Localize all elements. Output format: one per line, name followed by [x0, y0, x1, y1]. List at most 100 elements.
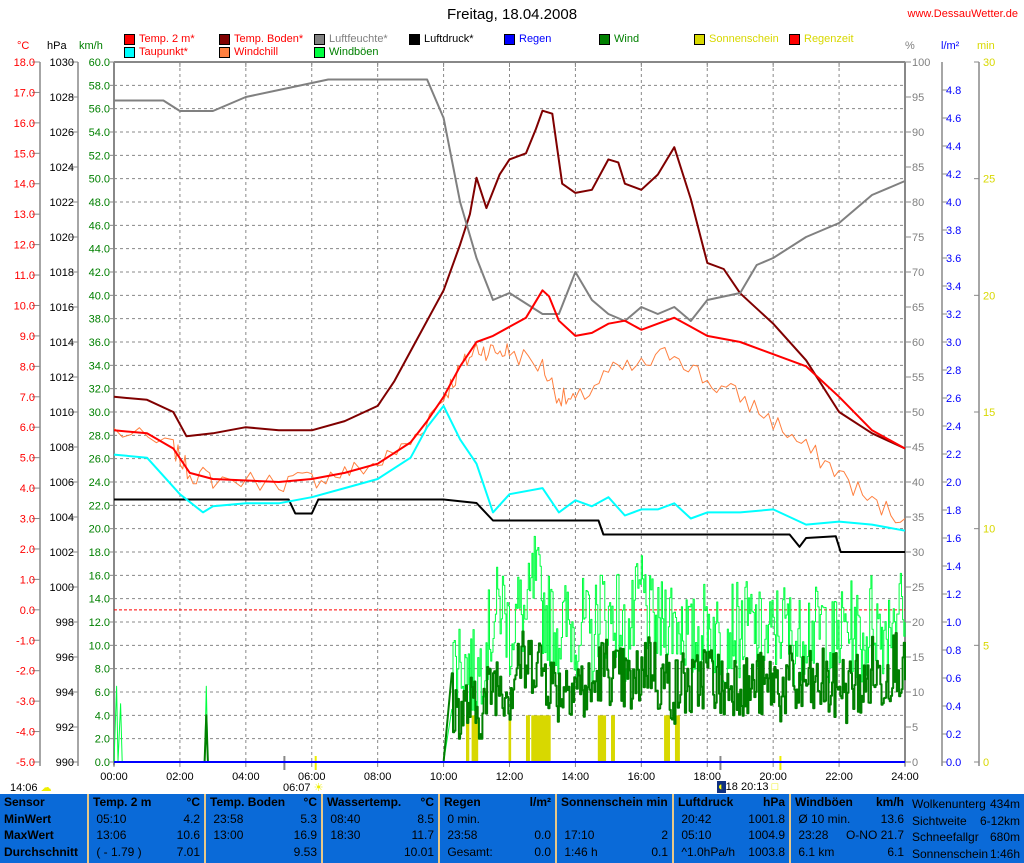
- legend-item[interactable]: Regen: [504, 33, 551, 45]
- y-tick-label-wind: 22.0: [89, 500, 110, 512]
- cell-value: 0.0: [534, 828, 551, 843]
- y-tick-label-rain: 2.8: [946, 365, 961, 377]
- sunshine-bar: [471, 715, 479, 762]
- y-tick-label-humidity: 30: [912, 547, 924, 559]
- y-tick-label-pressure: 1024: [50, 162, 74, 174]
- y-tick-label-temp: 7.0: [20, 392, 35, 404]
- legend-swatch: [124, 33, 135, 45]
- axis-unit-rain: l/m²: [941, 40, 960, 52]
- cell-label: Wassertemp.: [327, 795, 402, 810]
- cell-value: °C: [186, 795, 200, 810]
- sunshine-bar: [508, 715, 512, 762]
- stats-header: Sensor: [4, 795, 45, 810]
- y-tick-label-rain: 3.2: [946, 309, 961, 321]
- legend-item[interactable]: Luftfeuchte*: [314, 33, 388, 45]
- y-tick-label-pressure: 1016: [50, 302, 74, 314]
- y-tick-label-temp: -3.0: [16, 696, 35, 708]
- cell-label: ( - 1.79 ): [93, 844, 142, 859]
- cell-value: 6.1: [887, 844, 904, 859]
- legend-item[interactable]: Taupunkt*: [124, 46, 188, 58]
- stats-column: Windböen km/h Ø 10 min. 13.6 23:28 O-NO 21.…: [791, 794, 908, 863]
- moon-icon: ◐: [717, 781, 726, 793]
- stats-row: 05:10 4.2: [93, 811, 200, 828]
- cell-value: hPa: [762, 795, 785, 810]
- stats-row: 23:58 5.3: [210, 811, 317, 828]
- y-tick-label-wind: 58.0: [89, 80, 110, 92]
- y-tick-label-pressure: 990: [56, 757, 74, 769]
- cell-label: 1:46 h: [561, 844, 598, 859]
- site-link[interactable]: www.DessauWetter.de: [907, 8, 1018, 20]
- stats-row: 23:28 O-NO 21.7: [795, 827, 904, 844]
- x-tick-label: 06:00: [298, 771, 326, 783]
- y-tick-label-pressure: 996: [56, 652, 74, 664]
- legend-item[interactable]: Luftdruck*: [409, 33, 474, 45]
- legend-swatch: [789, 33, 800, 45]
- stats-row: [561, 811, 668, 828]
- cell-value: 6-12km: [979, 813, 1020, 828]
- cell-value: 4.2: [183, 811, 200, 826]
- y-tick-label-rain: 3.6: [946, 253, 961, 265]
- legend-swatch: [314, 46, 325, 58]
- row-label-max: MaxWert: [4, 828, 54, 843]
- cell-label: 13:00: [210, 828, 244, 843]
- legend-label: Luftfeuchte*: [329, 33, 388, 45]
- cell-label: Regen: [444, 795, 481, 810]
- y-tick-label-pressure: 1006: [50, 477, 74, 489]
- y-tick-label-temp: -4.0: [16, 727, 35, 739]
- legend-item[interactable]: Temp. Boden*: [219, 33, 303, 45]
- legend-item[interactable]: Regenzeit: [789, 33, 854, 45]
- y-tick-label-wind: 26.0: [89, 454, 110, 466]
- stats-row: ^1.0hPa/h 1003.8: [678, 844, 785, 861]
- sunshine-bar: [597, 715, 607, 762]
- cell-value: 11.7: [411, 828, 434, 843]
- y-tick-label-rain: 0.0: [946, 757, 961, 769]
- cell-value: 5.3: [300, 811, 317, 826]
- series-lines: [113, 78, 906, 763]
- sun-icon: ☀: [313, 782, 324, 794]
- cell-value: 0.0: [534, 844, 551, 859]
- stats-row: 13:00 16.9: [210, 827, 317, 844]
- legend-item[interactable]: Wind: [599, 33, 639, 45]
- legend-swatch: [409, 33, 420, 45]
- y-tick-label-rain: 1.8: [946, 505, 961, 517]
- stats-row: 6.1 km 6.1: [795, 844, 904, 861]
- y-tick-label-sun: 10: [983, 524, 995, 536]
- y-tick-label-humidity: 75: [912, 232, 924, 244]
- grid: [114, 62, 905, 762]
- legend-label: Regen: [519, 33, 552, 45]
- stats-column: Regen l/m² 0 min. 23:58 0.0 Gesamt: 0.0: [440, 794, 557, 863]
- y-tick-label-humidity: 90: [912, 127, 924, 139]
- legend-label: Sonnenschein: [709, 33, 779, 45]
- legend-item[interactable]: Windchill: [219, 46, 278, 58]
- y-tick-label-pressure: 1030: [50, 57, 74, 69]
- legend-item[interactable]: Temp. 2 m*: [124, 33, 195, 45]
- y-tick-label-pressure: 1010: [50, 407, 74, 419]
- y-tick-label-humidity: 25: [912, 582, 924, 594]
- y-tick-label-wind: 54.0: [89, 127, 110, 139]
- y-tick-label-humidity: 10: [912, 687, 924, 699]
- y-tick-label-humidity: 100: [912, 57, 930, 69]
- stats-column: Temp. 2 m °C 05:10 4.2 13:06 10.6 ( - 1.79 …: [89, 794, 206, 863]
- y-tick-label-temp: 4.0: [20, 483, 35, 495]
- axis-unit-wind: km/h: [79, 40, 103, 52]
- stats-row: 23:58 0.0: [444, 827, 551, 844]
- series-windchill: [113, 343, 906, 524]
- y-tick-label-pressure: 1012: [50, 372, 74, 384]
- legend-item[interactable]: Windböen: [314, 46, 379, 58]
- series-taupunkt: [113, 404, 906, 532]
- sunshine-bar: [531, 715, 551, 762]
- legend-label: Taupunkt*: [139, 46, 188, 58]
- stats-column-header: Temp. Boden °C: [210, 794, 317, 811]
- cell-label: 20:42: [678, 811, 712, 826]
- y-tick-label-rain: 1.4: [946, 561, 961, 573]
- cell-label: 23:28: [795, 828, 829, 843]
- cell-label: Temp. Boden: [210, 795, 286, 810]
- y-tick-label-temp: 8.0: [20, 361, 35, 373]
- y-tick-label-temp: -5.0: [16, 757, 35, 769]
- stats-row: Ø 10 min. 13.6: [795, 811, 904, 828]
- legend-item[interactable]: Sonnenschein: [694, 33, 779, 45]
- sunshine-bars: [465, 715, 680, 762]
- stats-column-header: Regen l/m²: [444, 794, 551, 811]
- stats-column: Sonnenschein min 17:10 2 1:46 h 0.1: [557, 794, 674, 863]
